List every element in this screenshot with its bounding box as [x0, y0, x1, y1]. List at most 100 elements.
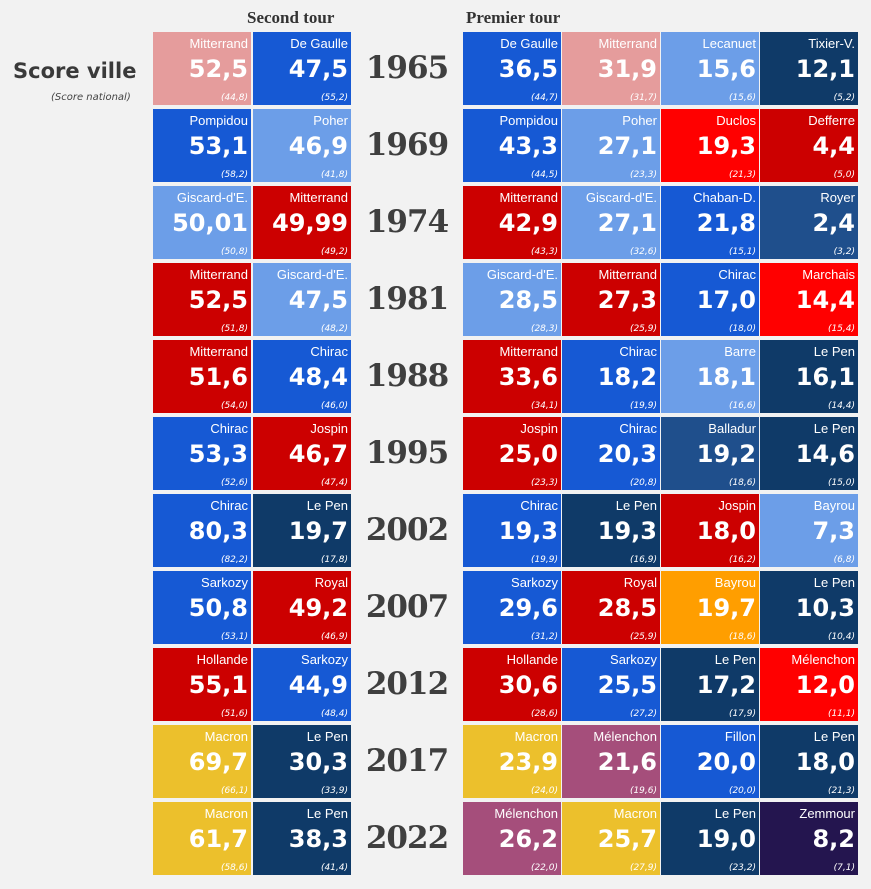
national-score: (23,3) — [629, 170, 657, 180]
city-score: 47,5 — [288, 55, 348, 83]
national-score: (25,9) — [629, 632, 657, 642]
city-score: 21,6 — [597, 748, 657, 776]
first-round-cell: Mélenchon 21,6 (19,6) — [562, 725, 660, 798]
national-score: (52,6) — [220, 478, 248, 488]
national-score: (54,0) — [220, 401, 248, 411]
national-score: (3,2) — [833, 247, 855, 257]
first-round-cell: Chaban-D. 21,8 (15,1) — [661, 186, 759, 259]
second-round-cell: Chirac 53,3 (52,6) — [153, 417, 251, 490]
candidate-name: Giscard-d'E. — [276, 267, 348, 282]
candidate-name: Mitterrand — [598, 267, 657, 282]
second-round-cell: Sarkozy 44,9 (48,4) — [253, 648, 351, 721]
city-score: 17,0 — [696, 286, 756, 314]
national-score: (41,8) — [320, 170, 348, 180]
first-round-cell: Le Pen 16,1 (14,4) — [760, 340, 858, 413]
national-score: (47,4) — [320, 478, 348, 488]
city-score: 55,1 — [188, 671, 248, 699]
city-score: 2,4 — [812, 209, 855, 237]
second-round-cell: Mitterrand 52,5 (51,8) — [153, 263, 251, 336]
national-score: (51,8) — [220, 324, 248, 334]
legend-title: Score ville — [13, 59, 137, 83]
first-round-cell: Le Pen 14,6 (15,0) — [760, 417, 858, 490]
election-year: 2007 — [365, 589, 449, 625]
national-score: (44,7) — [530, 93, 558, 103]
city-score: 19,3 — [597, 517, 657, 545]
city-score: 19,2 — [696, 440, 756, 468]
second-round-cell: Chirac 80,3 (82,2) — [153, 494, 251, 567]
national-score: (16,9) — [629, 555, 657, 565]
candidate-name: Mitterrand — [289, 190, 348, 205]
national-score: (49,2) — [320, 247, 348, 257]
candidate-name: Pompidou — [189, 113, 248, 128]
second-round-cell: Giscard-d'E. 47,5 (48,2) — [253, 263, 351, 336]
first-round-cell: Tixier-V. 12,1 (5,2) — [760, 32, 858, 105]
candidate-name: Le Pen — [813, 344, 855, 359]
candidate-name: Sarkozy — [511, 575, 558, 590]
second-round-cell: Macron 69,7 (66,1) — [153, 725, 251, 798]
candidate-name: Poher — [622, 113, 657, 128]
national-score: (10,4) — [827, 632, 855, 642]
first-round-cell: Macron 25,7 (27,9) — [562, 802, 660, 875]
first-round-cell: Zemmour 8,2 (7,1) — [760, 802, 858, 875]
candidate-name: Pompidou — [499, 113, 558, 128]
city-score: 25,0 — [498, 440, 558, 468]
first-round-cell: Duclos 19,3 (21,3) — [661, 109, 759, 182]
candidate-name: Mitterrand — [499, 344, 558, 359]
election-year: 2012 — [365, 666, 449, 702]
city-score: 30,6 — [498, 671, 558, 699]
first-round-cell: Royer 2,4 (3,2) — [760, 186, 858, 259]
national-score: (6,8) — [833, 555, 855, 565]
city-score: 61,7 — [188, 825, 248, 853]
city-score: 19,0 — [696, 825, 756, 853]
candidate-name: De Gaulle — [500, 36, 558, 51]
candidate-name: Mitterrand — [189, 344, 248, 359]
second-round-cell: Le Pen 30,3 (33,9) — [253, 725, 351, 798]
first-round-cell: Barre 18,1 (16,6) — [661, 340, 759, 413]
first-round-cell: Chirac 20,3 (20,8) — [562, 417, 660, 490]
city-score: 10,3 — [795, 594, 855, 622]
first-round-cell: Giscard-d'E. 27,1 (32,6) — [562, 186, 660, 259]
candidate-name: Le Pen — [714, 652, 756, 667]
second-round-cell: Mitterrand 52,5 (44,8) — [153, 32, 251, 105]
second-round-cell: Le Pen 38,3 (41,4) — [253, 802, 351, 875]
candidate-name: Bayrou — [813, 498, 855, 513]
first-round-cell: Le Pen 19,3 (16,9) — [562, 494, 660, 567]
candidate-name: Sarkozy — [201, 575, 248, 590]
candidate-name: Giscard-d'E. — [486, 267, 558, 282]
city-score: 19,7 — [288, 517, 348, 545]
city-score: 16,1 — [795, 363, 855, 391]
candidate-name: Le Pen — [306, 806, 348, 821]
first-round-cell: Giscard-d'E. 28,5 (28,3) — [463, 263, 561, 336]
national-score: (21,3) — [728, 170, 756, 180]
candidate-name: Le Pen — [714, 806, 756, 821]
candidate-name: Macron — [204, 806, 248, 821]
national-score: (7,1) — [833, 863, 855, 873]
city-score: 20,0 — [696, 748, 756, 776]
city-score: 48,4 — [288, 363, 348, 391]
national-score: (31,2) — [530, 632, 558, 642]
election-year: 1981 — [365, 281, 449, 317]
election-year: 2017 — [365, 743, 449, 779]
first-round-cell: Chirac 19,3 (19,9) — [463, 494, 561, 567]
candidate-name: Jospin — [718, 498, 756, 513]
first-round-cell: Lecanuet 15,6 (15,6) — [661, 32, 759, 105]
candidate-name: Jospin — [520, 421, 558, 436]
national-score: (51,6) — [220, 709, 248, 719]
national-score: (20,8) — [629, 478, 657, 488]
first-round-cell: Pompidou 43,3 (44,5) — [463, 109, 561, 182]
national-score: (15,1) — [728, 247, 756, 257]
candidate-name: Sarkozy — [610, 652, 657, 667]
candidate-name: Le Pen — [813, 421, 855, 436]
candidate-name: Le Pen — [306, 729, 348, 744]
first-round-cell: De Gaulle 36,5 (44,7) — [463, 32, 561, 105]
city-score: 14,6 — [795, 440, 855, 468]
city-score: 27,1 — [597, 209, 657, 237]
national-score: (44,5) — [530, 170, 558, 180]
candidate-name: Chirac — [210, 498, 248, 513]
second-round-cell: Mitterrand 51,6 (54,0) — [153, 340, 251, 413]
election-year: 1969 — [365, 127, 449, 163]
city-score: 12,1 — [795, 55, 855, 83]
national-score: (19,6) — [629, 786, 657, 796]
second-round-cell: Sarkozy 50,8 (53,1) — [153, 571, 251, 644]
